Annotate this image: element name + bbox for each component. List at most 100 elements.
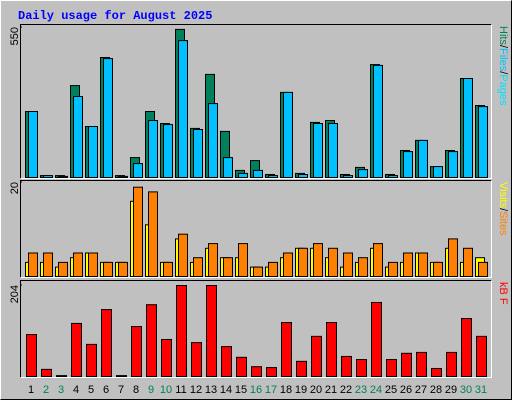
bar xyxy=(26,334,37,378)
bar xyxy=(343,175,353,179)
bar xyxy=(266,367,277,377)
bar xyxy=(358,257,368,278)
bar xyxy=(448,151,458,179)
bar xyxy=(418,252,428,277)
x-tick-label: 23 xyxy=(355,384,367,396)
bar xyxy=(58,261,68,277)
panel-bevel-dark xyxy=(20,180,492,278)
bar xyxy=(373,64,383,178)
x-tick-label: 16 xyxy=(250,384,262,396)
legend-separator: / xyxy=(497,71,509,75)
bar xyxy=(88,126,98,178)
legend-separator: / xyxy=(497,208,509,212)
bar xyxy=(433,261,443,277)
bar xyxy=(86,343,97,377)
bar xyxy=(433,166,443,179)
bar xyxy=(356,359,367,377)
x-tick-label: 13 xyxy=(205,384,217,396)
bar xyxy=(388,261,398,277)
legend: kB F xyxy=(497,282,509,305)
bar xyxy=(163,124,173,179)
x-tick-label: 20 xyxy=(310,384,322,396)
x-tick-label: 10 xyxy=(160,384,172,396)
x-tick-label: 12 xyxy=(190,384,202,396)
bar xyxy=(146,304,157,377)
legend-separator: / xyxy=(497,45,509,49)
x-tick-label: 2 xyxy=(43,384,49,396)
panel-bevel-dark xyxy=(20,280,492,378)
bar xyxy=(388,175,398,179)
bar xyxy=(401,352,412,378)
bar xyxy=(358,169,368,179)
x-tick-label: 22 xyxy=(340,384,352,396)
bar xyxy=(133,163,143,179)
bar xyxy=(223,257,233,278)
bar xyxy=(116,375,127,378)
bar xyxy=(478,261,488,277)
bar xyxy=(73,252,83,277)
x-tick-label: 26 xyxy=(400,384,412,396)
x-tick-label: 19 xyxy=(295,384,307,396)
panel xyxy=(20,280,491,377)
bar xyxy=(268,175,278,179)
bar xyxy=(281,322,292,377)
legend: Visits/Sites xyxy=(497,182,509,236)
bar xyxy=(71,322,82,377)
bar xyxy=(191,342,202,378)
x-tick-label: 14 xyxy=(220,384,232,396)
bar xyxy=(283,252,293,277)
bar xyxy=(298,247,308,278)
bar xyxy=(386,359,397,377)
bar xyxy=(206,285,217,377)
x-tick-label: 8 xyxy=(133,384,139,396)
bar xyxy=(476,335,487,377)
legend: Hits/Files/Pages xyxy=(497,26,509,106)
bar xyxy=(326,322,337,377)
bar xyxy=(343,252,353,277)
legend-entry: Visits xyxy=(497,182,509,209)
bar xyxy=(28,111,38,178)
panel-bevel-light xyxy=(20,24,492,179)
legend-entry: Files xyxy=(497,48,509,72)
x-tick-label: 17 xyxy=(265,384,277,396)
bar xyxy=(253,169,263,178)
bar xyxy=(236,356,247,378)
bar xyxy=(176,285,187,377)
panel-bevel-light xyxy=(20,280,492,378)
bar xyxy=(446,351,457,378)
x-tick-label: 11 xyxy=(175,384,186,396)
bar xyxy=(283,91,293,178)
x-tick-label: 27 xyxy=(415,384,427,396)
x-tick-label: 4 xyxy=(73,384,79,396)
bar xyxy=(118,261,128,277)
bar xyxy=(403,252,413,277)
bar xyxy=(416,351,427,378)
bar xyxy=(238,172,248,178)
bar xyxy=(133,186,143,277)
bar xyxy=(463,247,473,278)
x-tick-label: 3 xyxy=(58,384,64,396)
legend-entry: kB F xyxy=(497,282,509,305)
bar xyxy=(373,243,383,278)
x-tick-label: 31 xyxy=(475,384,487,396)
bar xyxy=(296,360,307,378)
bar xyxy=(56,375,67,378)
bar xyxy=(328,123,338,178)
bar xyxy=(103,261,113,277)
bar xyxy=(208,103,218,178)
x-tick-label: 21 xyxy=(325,384,337,396)
bar xyxy=(148,191,158,277)
x-tick-label: 7 xyxy=(118,384,124,396)
bar xyxy=(311,335,322,377)
bar xyxy=(43,175,53,179)
bar xyxy=(131,326,142,377)
bar xyxy=(251,366,262,378)
bar xyxy=(418,139,428,178)
bar xyxy=(28,252,38,277)
bar xyxy=(238,243,248,278)
bar xyxy=(41,368,52,377)
x-tick-label: 18 xyxy=(280,384,292,396)
